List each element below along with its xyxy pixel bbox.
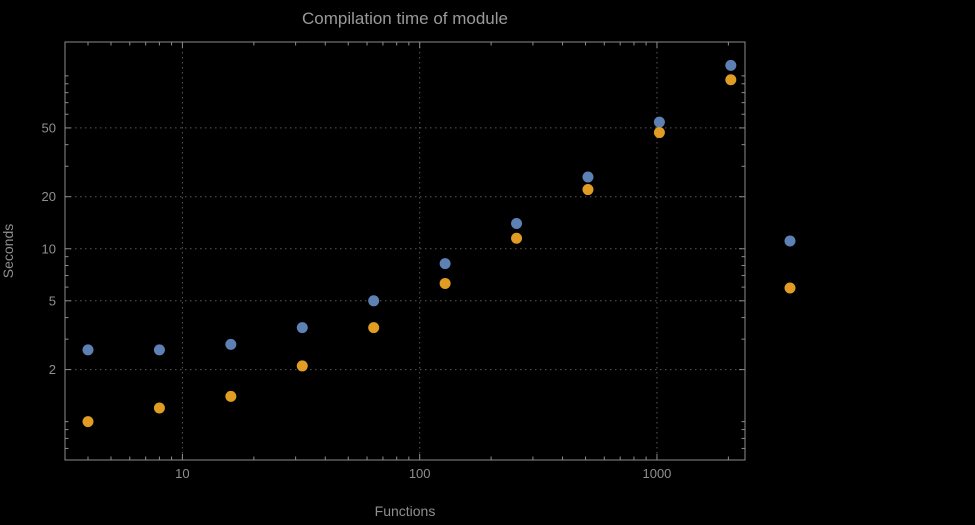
data-points xyxy=(82,59,737,428)
x-tick-label: 1000 xyxy=(642,466,671,481)
legend-marker-blue xyxy=(784,235,796,247)
data-point-series-1 xyxy=(153,344,165,356)
data-point-series-2 xyxy=(511,232,523,244)
chart-title: Compilation time of module xyxy=(302,9,508,28)
y-tick-label: 5 xyxy=(49,293,56,308)
gridlines xyxy=(65,42,745,460)
data-point-series-2 xyxy=(82,416,94,428)
data-point-series-1 xyxy=(82,344,94,356)
data-point-series-1 xyxy=(296,322,308,334)
data-point-series-1 xyxy=(582,171,594,183)
data-point-series-1 xyxy=(725,59,737,71)
data-point-series-2 xyxy=(653,127,665,139)
data-point-series-2 xyxy=(153,402,165,414)
x-axis-label: Functions xyxy=(375,503,436,519)
y-tick-label: 20 xyxy=(42,189,56,204)
data-point-series-1 xyxy=(511,217,523,229)
y-axis-label: Seconds xyxy=(0,224,16,278)
data-point-series-2 xyxy=(296,360,308,372)
data-point-series-2 xyxy=(725,74,737,86)
data-point-series-1 xyxy=(653,116,665,128)
x-tick-label: 100 xyxy=(409,466,431,481)
data-point-series-2 xyxy=(368,322,380,334)
data-point-series-1 xyxy=(439,258,451,270)
plot-frame xyxy=(64,41,746,461)
data-point-series-1 xyxy=(225,338,237,350)
y-tick-label: 50 xyxy=(42,120,56,135)
data-point-series-1 xyxy=(368,295,380,307)
y-tick-label: 2 xyxy=(49,362,56,377)
legend xyxy=(784,235,796,294)
y-tick-label: 10 xyxy=(42,241,56,256)
data-point-series-2 xyxy=(439,277,451,289)
x-tick-label: 10 xyxy=(175,466,189,481)
tick-labels: 10 100 1000 2 5 10 20 50 xyxy=(42,120,672,481)
data-point-series-2 xyxy=(582,184,594,196)
data-point-series-2 xyxy=(225,390,237,402)
legend-marker-orange xyxy=(784,282,796,294)
axis-ticks xyxy=(65,42,745,461)
